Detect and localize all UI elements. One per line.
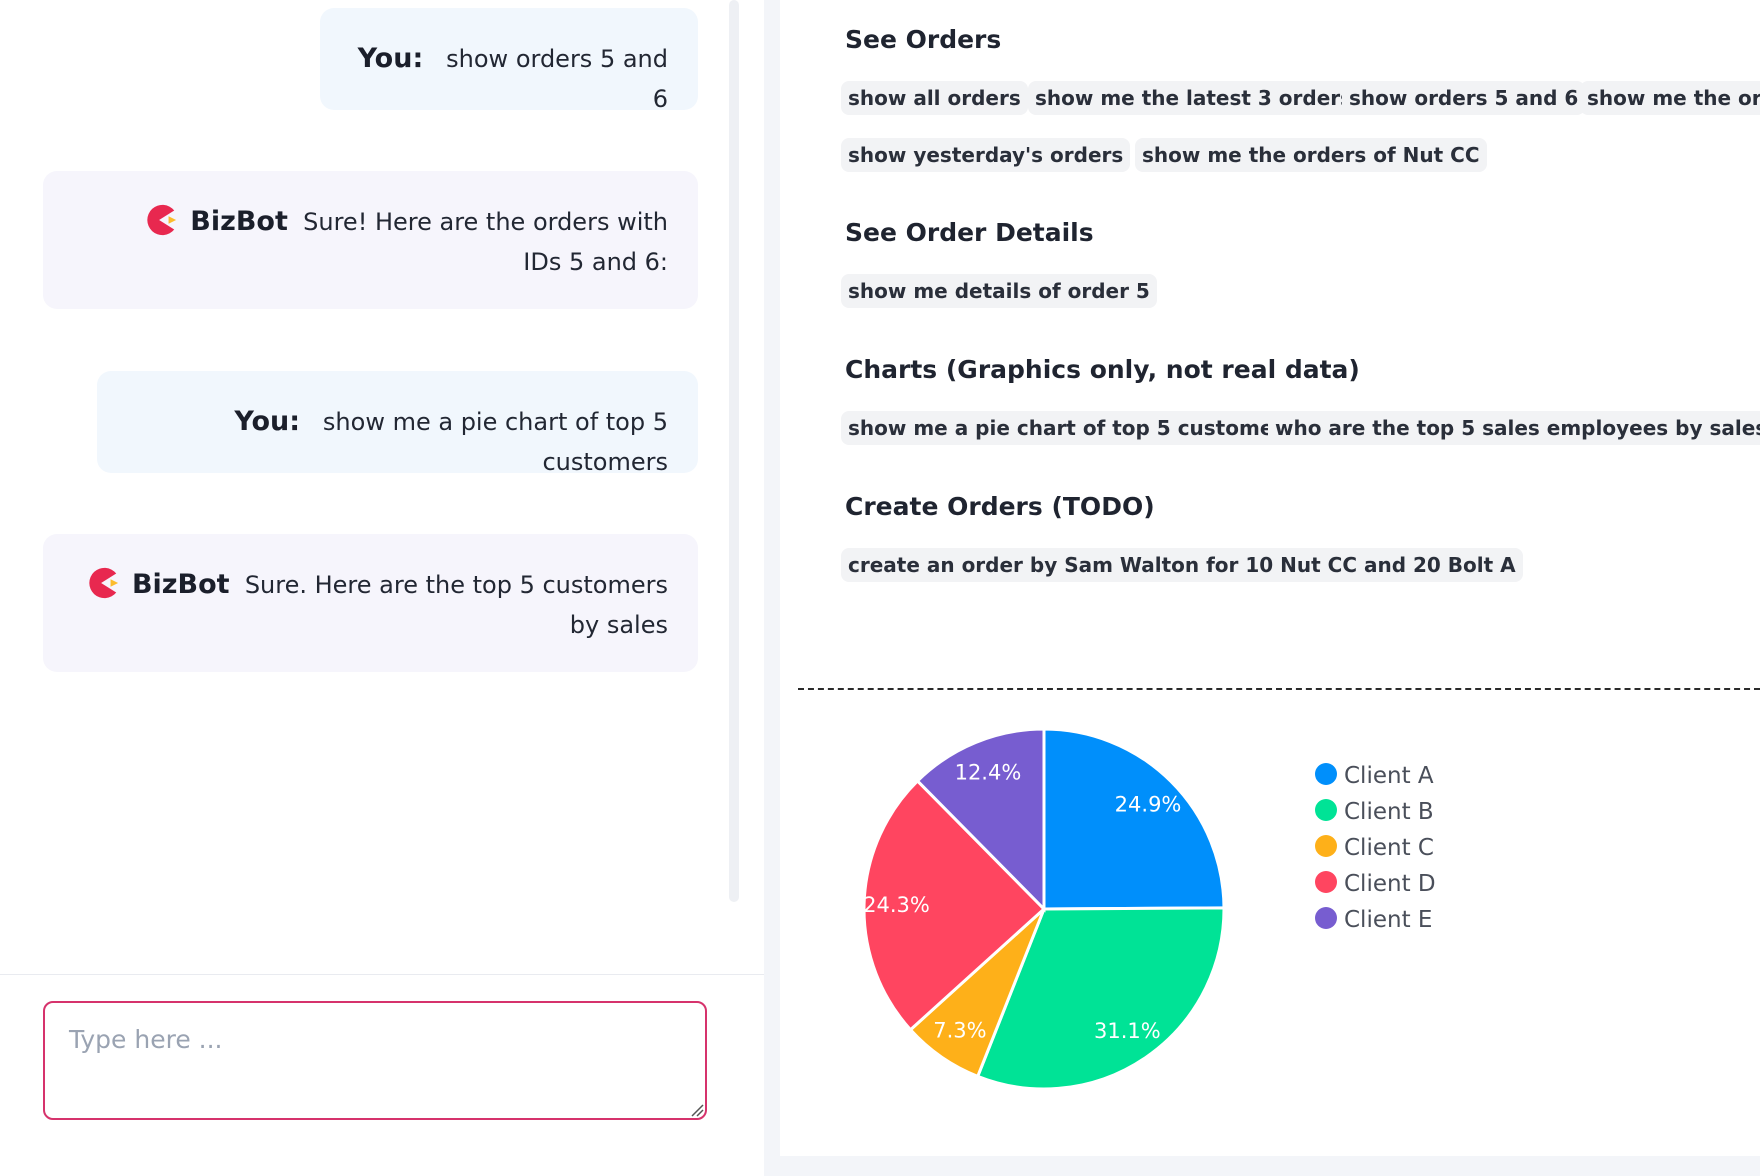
legend-marker	[1315, 871, 1337, 893]
pie-slice-client-b[interactable]	[975, 906, 1226, 1091]
pacman-logo-icon	[89, 567, 119, 599]
suggestion-chip[interactable]: show me details of order 5	[841, 274, 1157, 308]
chat-message-bot: BizBot Sure. Here are the top 5 customer…	[43, 534, 698, 672]
legend-marker	[1315, 763, 1337, 785]
suggestion-chip[interactable]: show orders 5 and 6	[1342, 81, 1586, 115]
legend-marker	[1315, 835, 1337, 857]
pie-slice-label: 24.9%	[1115, 792, 1182, 816]
message-text: Sure. Here are the top 5 customers by sa…	[244, 571, 668, 639]
chat-scrollbar[interactable]	[729, 0, 739, 902]
pie-slice-label: 31.1%	[1094, 1019, 1161, 1043]
suggestions-card: See Orders show all orders show me the l…	[780, 0, 1760, 1156]
pie-slice-client-e[interactable]	[915, 727, 1046, 913]
legend-label: Client C	[1344, 835, 1434, 861]
resize-grip-icon[interactable]	[690, 1103, 704, 1117]
pie-slice-label: 24.3%	[863, 893, 930, 917]
suggestion-chip[interactable]: create an order by Sam Walton for 10 Nut…	[841, 548, 1523, 582]
pie-slice-client-d[interactable]	[862, 778, 1047, 1032]
legend-item[interactable]: Client A	[1315, 758, 1436, 794]
legend-item[interactable]: Client C	[1315, 830, 1436, 866]
legend-label: Client E	[1344, 907, 1433, 933]
message-text: show orders 5 and 6	[446, 45, 668, 113]
suggestion-chip[interactable]: show me the latest 3 orders	[1028, 81, 1360, 115]
message-sender: BizBot	[131, 569, 230, 600]
pie-slice-label: 12.4%	[955, 760, 1022, 784]
suggestion-chip[interactable]: show all orders	[841, 81, 1028, 115]
suggestion-chip[interactable]: show me a pie chart of top 5 customers	[841, 411, 1303, 445]
pacman-logo-icon	[147, 204, 177, 236]
legend-marker	[1315, 907, 1337, 929]
message-sender: You:	[234, 406, 301, 437]
chart-legend: Client A Client B Client C Client D Client E	[1315, 758, 1436, 938]
legend-item[interactable]: Client D	[1315, 866, 1436, 902]
legend-label: Client B	[1344, 799, 1434, 825]
pie-chart: 24.9% 31.1% 7.3% 24.3% 12.4%	[862, 727, 1226, 1091]
chat-message-user: You: show me a pie chart of top 5 custom…	[97, 371, 698, 476]
suggestion-chip[interactable]: show me the orders of Nut CC	[1135, 138, 1487, 172]
chat-message-bot: BizBot Sure! Here are the orders with ID…	[43, 171, 698, 309]
pie-slice-client-a[interactable]	[1042, 727, 1226, 911]
message-sender: BizBot	[190, 206, 288, 237]
suggestion-chip[interactable]: who are the top 5 sales employees by sal…	[1268, 411, 1760, 445]
chat-pane: You: show orders 5 and 6 BizBot Sure! He…	[0, 0, 764, 1176]
section-title-see-orders: See Orders	[845, 25, 1002, 54]
legend-label: Client D	[1344, 871, 1436, 897]
section-title-create-orders: Create Orders (TODO)	[845, 492, 1155, 521]
section-title-see-order-details: See Order Details	[845, 218, 1094, 247]
chat-message-user: You: show orders 5 and 6	[320, 8, 698, 113]
message-sender: You:	[357, 43, 424, 74]
pie-slice-label: 7.3%	[933, 1018, 986, 1042]
legend-marker	[1315, 799, 1337, 821]
message-text: show me a pie chart of top 5 customers	[322, 408, 668, 476]
suggestion-chip[interactable]: show yesterday's orders	[841, 138, 1131, 172]
legend-item[interactable]: Client E	[1315, 902, 1436, 938]
chat-input[interactable]	[43, 1001, 707, 1120]
section-title-charts: Charts (Graphics only, not real data)	[845, 355, 1360, 384]
chat-divider	[0, 974, 764, 975]
dashed-divider	[798, 688, 1760, 690]
right-panel: See Orders show all orders show me the l…	[764, 0, 1760, 1176]
message-text: Sure! Here are the orders with IDs 5 and…	[303, 208, 668, 276]
suggestion-chip[interactable]: show me the orders of last 3 days	[1580, 81, 1760, 115]
legend-label: Client A	[1344, 763, 1434, 789]
legend-item[interactable]: Client B	[1315, 794, 1436, 830]
